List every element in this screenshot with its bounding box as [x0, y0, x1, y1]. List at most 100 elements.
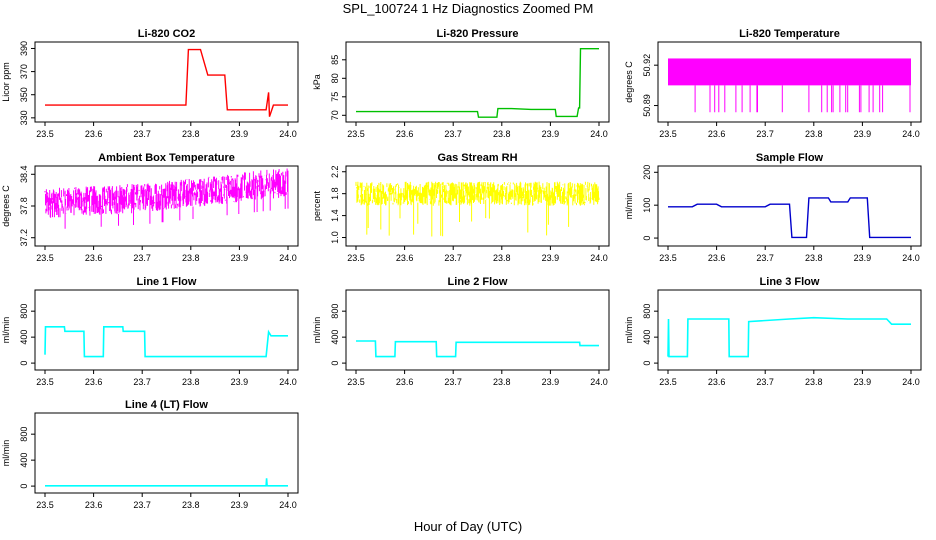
y-tick-label: 400	[19, 330, 29, 345]
x-tick-label: 23.5	[36, 129, 54, 139]
x-tick-label: 23.6	[85, 377, 103, 387]
x-tick-label: 23.9	[231, 129, 249, 139]
x-tick-label: 23.8	[182, 500, 200, 510]
x-tick-label: 24.0	[590, 377, 608, 387]
y-tick-label: 800	[19, 304, 29, 319]
series-group	[45, 478, 288, 487]
x-tick-label: 23.6	[396, 129, 414, 139]
x-tick-label: 23.6	[85, 129, 103, 139]
x-tick-label: 23.7	[756, 129, 774, 139]
x-tick-label: 23.6	[85, 500, 103, 510]
y-tick-label: 1.8	[330, 187, 340, 200]
x-tick-label: 23.5	[36, 253, 54, 263]
series-group	[44, 168, 289, 229]
x-tick-label: 23.7	[444, 129, 462, 139]
chart-panel-1: Li-820 CO2 Licor ppm 23.5 23.6 23.7 23.8 23.9 2…	[1, 28, 299, 139]
chart-panel-4: Ambient Box Temperature degrees C 23.5 23.6…	[1, 152, 299, 263]
y-axis-label: ml/min	[624, 317, 634, 344]
chart-panel-2: Li-820 Pressure kPa 23.5 23.6 23.7 23.8 23.9 24…	[312, 28, 610, 139]
panel-title: Line 2 Flow	[448, 276, 508, 288]
x-tick-label: 23.8	[182, 129, 200, 139]
x-tick-label: 23.7	[133, 500, 151, 510]
chart-panel-9: Line 3 Flow ml/min 23.5 23.6 23.7 23.8 23.9 24.…	[624, 276, 922, 387]
y-axis-label: Licor ppm	[1, 62, 11, 102]
series-line	[694, 85, 911, 113]
y-tick-label: 800	[642, 304, 652, 319]
y-tick-label: 37.2	[19, 229, 29, 247]
x-tick-label: 24.0	[590, 253, 608, 263]
y-tick-label: 400	[642, 330, 652, 345]
x-tick-label: 23.9	[542, 253, 560, 263]
plot-frame	[657, 41, 922, 123]
y-tick-label: 390	[19, 41, 29, 56]
x-tick-label: 23.9	[542, 377, 560, 387]
series-line	[45, 48, 288, 117]
y-tick-label: 0	[19, 361, 29, 366]
y-tick-label: 800	[19, 427, 29, 442]
panel-title: Line 4 (LT) Flow	[125, 399, 208, 411]
x-tick-label: 24.0	[279, 500, 297, 510]
y-tick-label: 37.8	[19, 197, 29, 215]
plot-frame	[657, 289, 922, 371]
series-line	[356, 340, 599, 358]
plot-frame	[345, 165, 610, 247]
figure-title: SPL_100724 1 Hz Diagnostics Zoomed PM	[343, 1, 594, 16]
y-tick-label: 350	[19, 87, 29, 102]
series-line	[44, 168, 289, 229]
series-line	[667, 316, 911, 358]
y-tick-label: 50.89	[642, 94, 652, 117]
plot-frame	[345, 41, 610, 123]
x-tick-label: 23.5	[347, 377, 365, 387]
x-tick-label: 23.7	[756, 253, 774, 263]
x-tick-label: 23.5	[659, 377, 677, 387]
panel-title: Line 3 Flow	[760, 276, 820, 288]
panels-group: Li-820 CO2 Licor ppm 23.5 23.6 23.7 23.8 23.9 2…	[1, 28, 922, 510]
series-line	[45, 478, 288, 487]
x-tick-label: 24.0	[590, 129, 608, 139]
x-tick-label: 24.0	[279, 253, 297, 263]
x-tick-label: 23.8	[493, 129, 511, 139]
chart-panel-8: Line 2 Flow ml/min 23.5 23.6 23.7 23.8 23.9 24.…	[312, 276, 610, 387]
y-axis-label: ml/min	[1, 440, 11, 467]
series-group	[356, 340, 599, 358]
series-line	[356, 48, 599, 118]
plot-frame	[657, 165, 922, 247]
y-tick-label: 330	[19, 110, 29, 125]
x-tick-label: 23.8	[493, 377, 511, 387]
x-tick-label: 23.9	[231, 253, 249, 263]
chart-panel-10: Line 4 (LT) Flow ml/min 23.5 23.6 23.7 23.8 23…	[1, 399, 299, 510]
chart-panel-3: Li-820 Temperature degrees C 23.5 23.6 23.7 2…	[624, 28, 922, 139]
y-tick-label: 80	[330, 73, 340, 83]
x-tick-label: 24.0	[279, 129, 297, 139]
figure-xlabel: Hour of Day (UTC)	[414, 519, 522, 534]
panel-title: Li-820 Temperature	[739, 28, 840, 40]
series-group	[355, 181, 600, 237]
x-tick-label: 23.8	[805, 129, 823, 139]
plot-frame	[34, 289, 299, 371]
y-tick-label: 0	[642, 361, 652, 366]
y-tick-label: 0	[330, 361, 340, 366]
x-tick-label: 23.6	[85, 253, 103, 263]
x-tick-label: 23.7	[133, 129, 151, 139]
x-tick-label: 23.5	[659, 253, 677, 263]
y-tick-label: 100	[642, 198, 652, 213]
y-tick-label: 370	[19, 64, 29, 79]
series-group	[356, 48, 599, 118]
series-group	[668, 58, 911, 113]
y-tick-label: 50.92	[642, 54, 652, 77]
y-tick-label: 2.2	[330, 165, 340, 178]
x-tick-label: 23.8	[182, 253, 200, 263]
y-axis-label: ml/min	[1, 317, 11, 344]
panel-title: Gas Stream RH	[437, 152, 517, 164]
y-axis-label: ml/min	[312, 317, 322, 344]
series-group	[668, 197, 911, 239]
chart-panel-7: Line 1 Flow ml/min 23.5 23.6 23.7 23.8 23.9 24.…	[1, 276, 299, 387]
y-tick-label: 0	[19, 484, 29, 489]
x-tick-label: 24.0	[902, 253, 920, 263]
x-tick-label: 23.6	[396, 253, 414, 263]
x-tick-label: 23.7	[444, 253, 462, 263]
panel-title: Ambient Box Temperature	[98, 152, 235, 164]
x-tick-label: 23.9	[542, 129, 560, 139]
x-tick-label: 23.9	[854, 377, 872, 387]
panel-title: Li-820 CO2	[138, 28, 195, 40]
